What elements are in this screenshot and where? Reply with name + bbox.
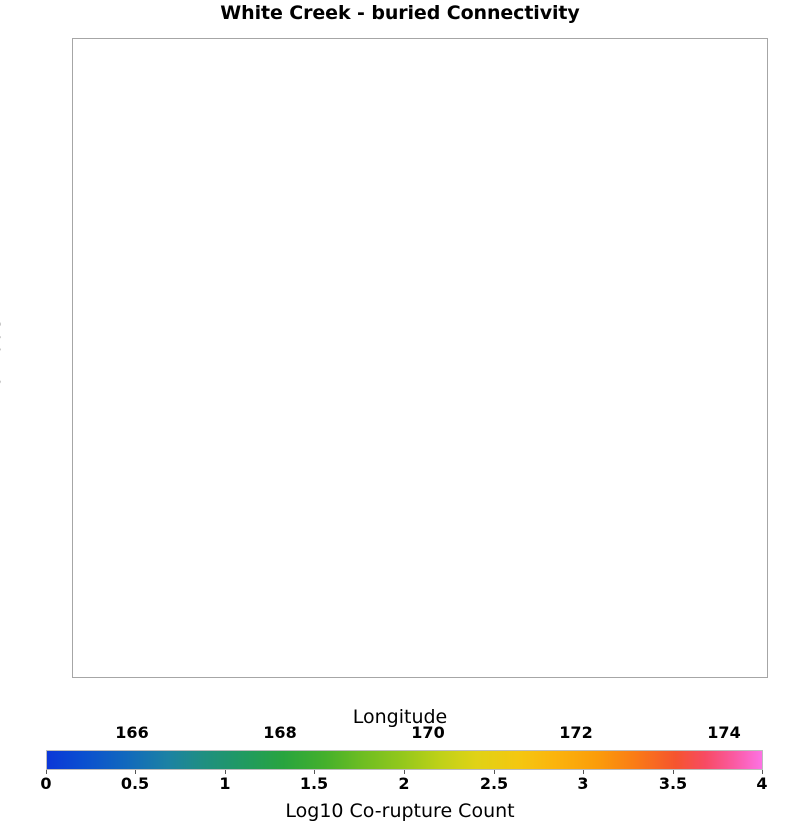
colorbar-tick-label: 0.5 [120, 774, 150, 793]
colorbar-tick-label: 3 [577, 774, 589, 793]
colorbar-notch [762, 770, 763, 774]
colorbar-tick-label: 1 [219, 774, 231, 793]
xtick-label: 172 [559, 723, 593, 742]
x-axis-label: Longitude [352, 706, 448, 728]
colorbar-notch [314, 770, 315, 774]
colorbar-tick-label: 4 [756, 774, 768, 793]
colorbar-notch [135, 770, 136, 774]
colorbar: 0 0.5 1 1.5 2 2.5 3 3.5 4 [40, 750, 768, 793]
colorbar-notch [46, 770, 47, 774]
map-svg [73, 39, 767, 677]
xtick-label: 166 [115, 723, 149, 742]
colorbar-tick-label: 2 [398, 774, 410, 793]
colorbar-notch [494, 770, 495, 774]
xtick-label: 170 [411, 723, 445, 742]
colorbar-notch [225, 770, 226, 774]
colorbar-tick-label: 0 [40, 774, 52, 793]
y-axis-label: Latitude [0, 318, 5, 398]
colorbar-notch [673, 770, 674, 774]
colorbar-tick-label: 2.5 [479, 774, 509, 793]
xtick-label: 174 [707, 723, 741, 742]
colorbar-tick-label: 3.5 [658, 774, 688, 793]
colorbar-label: Log10 Co-rupture Count [285, 800, 515, 822]
map-canvas [73, 39, 767, 677]
chart-title: White Creek - buried Connectivity [220, 2, 580, 24]
xtick-label: 168 [263, 723, 297, 742]
colorbar-notch [404, 770, 405, 774]
colorbar-notch [583, 770, 584, 774]
map-plot-area: -40 -42 -44 -46 166 168 170 172 174 [72, 38, 768, 742]
colorbar-tick-label: 1.5 [299, 774, 329, 793]
colorbar-gradient [46, 750, 763, 770]
